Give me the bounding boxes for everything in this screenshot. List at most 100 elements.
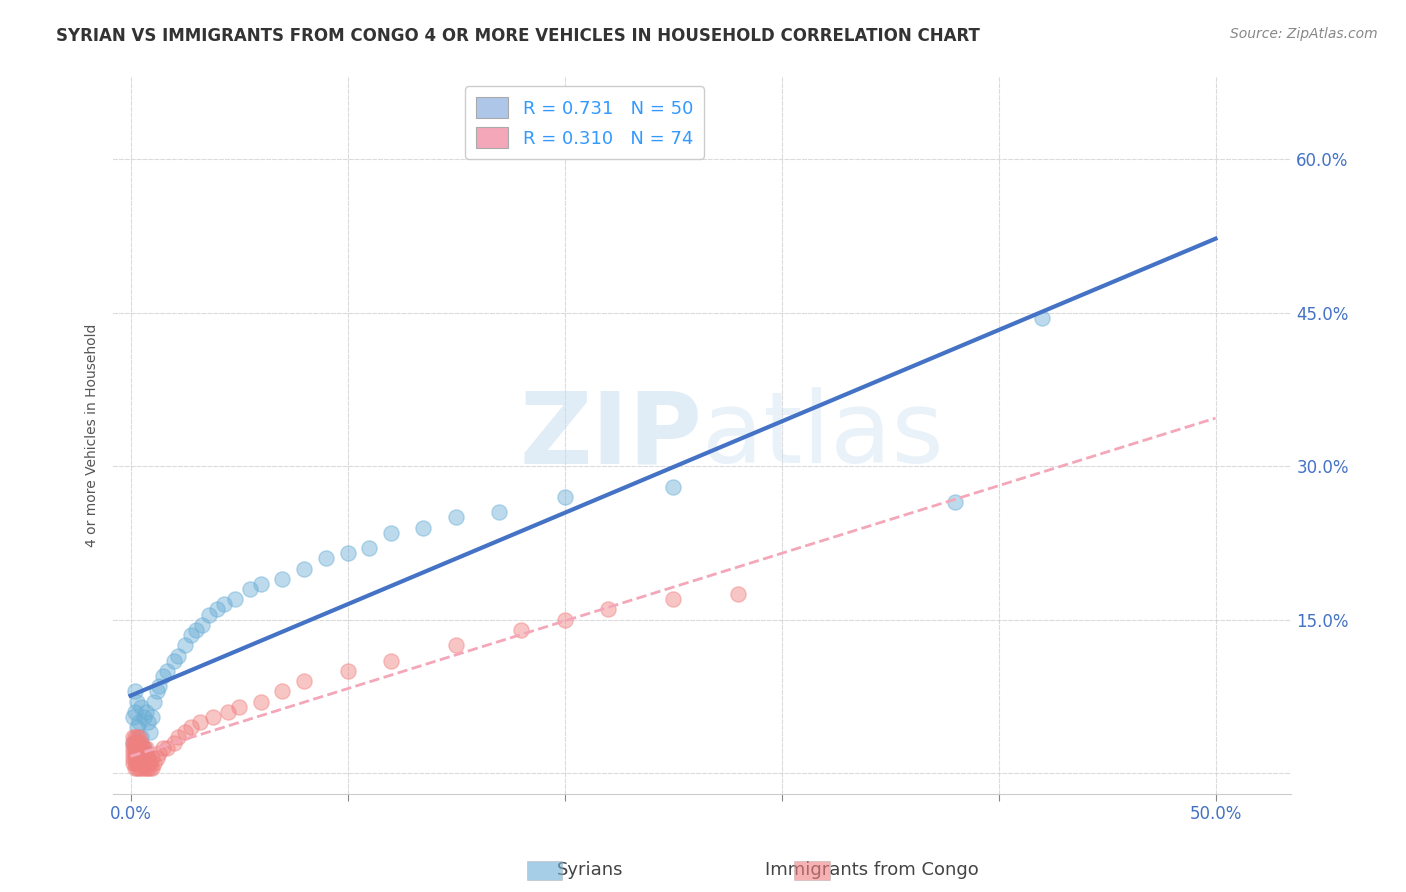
Point	[124, 731, 146, 745]
Point	[184, 623, 207, 637]
Point	[191, 618, 214, 632]
Point	[135, 705, 157, 719]
Point	[131, 735, 153, 749]
Point	[131, 699, 153, 714]
Point	[136, 751, 159, 765]
Point	[228, 699, 250, 714]
Point	[124, 746, 146, 760]
Point	[201, 710, 224, 724]
Point	[125, 731, 148, 745]
Point	[136, 751, 159, 765]
Point	[125, 751, 148, 765]
Point	[128, 751, 150, 765]
Point	[412, 521, 434, 535]
Point	[135, 751, 157, 765]
Point	[128, 714, 150, 729]
Point	[596, 602, 619, 616]
Point	[125, 746, 148, 760]
Point	[121, 735, 143, 749]
Point	[124, 735, 146, 749]
Legend: R = 0.731   N = 50, R = 0.310   N = 74: R = 0.731 N = 50, R = 0.310 N = 74	[465, 87, 704, 159]
Point	[132, 761, 155, 775]
Point	[292, 674, 315, 689]
Point	[359, 541, 381, 555]
Point	[121, 746, 143, 760]
Point	[271, 684, 294, 698]
Point	[128, 756, 150, 770]
Point	[380, 525, 402, 540]
Point	[554, 490, 576, 504]
Point	[139, 761, 162, 775]
Point	[131, 740, 153, 755]
Point	[163, 654, 186, 668]
Point	[136, 761, 159, 775]
Point	[121, 740, 143, 755]
Point	[124, 761, 146, 775]
Point	[315, 551, 337, 566]
Point	[380, 654, 402, 668]
Point	[173, 638, 195, 652]
Point	[128, 746, 150, 760]
Point	[444, 638, 467, 652]
Point	[197, 607, 219, 622]
Point	[128, 731, 150, 745]
Point	[124, 751, 146, 765]
Point	[554, 613, 576, 627]
Point	[125, 720, 148, 734]
Point	[128, 761, 150, 775]
Text: Immigrants from Congo: Immigrants from Congo	[765, 861, 979, 879]
Point	[125, 740, 148, 755]
Point	[121, 751, 143, 765]
Point	[141, 751, 163, 765]
Text: SYRIAN VS IMMIGRANTS FROM CONGO 4 OR MORE VEHICLES IN HOUSEHOLD CORRELATION CHAR: SYRIAN VS IMMIGRANTS FROM CONGO 4 OR MOR…	[56, 27, 980, 45]
Point	[121, 735, 143, 749]
Point	[124, 705, 146, 719]
Point	[727, 587, 749, 601]
Point	[128, 735, 150, 749]
Point	[662, 480, 685, 494]
Point	[336, 546, 359, 560]
Point	[139, 725, 162, 739]
Point	[271, 572, 294, 586]
Point	[128, 751, 150, 765]
Point	[141, 710, 163, 724]
Text: Source: ZipAtlas.com: Source: ZipAtlas.com	[1230, 27, 1378, 41]
Point	[131, 731, 153, 745]
Point	[128, 740, 150, 755]
Point	[125, 761, 148, 775]
Point	[510, 623, 533, 637]
Point	[131, 751, 153, 765]
Point	[943, 495, 966, 509]
Point	[136, 714, 159, 729]
Point	[217, 705, 239, 719]
Point	[292, 561, 315, 575]
Point	[239, 582, 262, 596]
Point	[207, 602, 229, 616]
Point	[444, 510, 467, 524]
Point	[121, 710, 143, 724]
Point	[173, 725, 195, 739]
Point	[163, 735, 186, 749]
Point	[249, 577, 271, 591]
Point	[135, 740, 157, 755]
Point	[141, 761, 163, 775]
Point	[167, 731, 190, 745]
Point	[132, 740, 155, 755]
Text: atlas: atlas	[703, 387, 943, 484]
Point	[124, 756, 146, 770]
Point	[132, 710, 155, 724]
Point	[1031, 310, 1053, 325]
Point	[135, 746, 157, 760]
Point	[132, 740, 155, 755]
Point	[132, 751, 155, 765]
Point	[124, 740, 146, 755]
Point	[135, 756, 157, 770]
Point	[132, 746, 155, 760]
Point	[139, 756, 162, 770]
Point	[249, 695, 271, 709]
Point	[131, 761, 153, 775]
Point	[212, 598, 235, 612]
Point	[131, 756, 153, 770]
Point	[124, 684, 146, 698]
Text: ZIP: ZIP	[519, 387, 703, 484]
